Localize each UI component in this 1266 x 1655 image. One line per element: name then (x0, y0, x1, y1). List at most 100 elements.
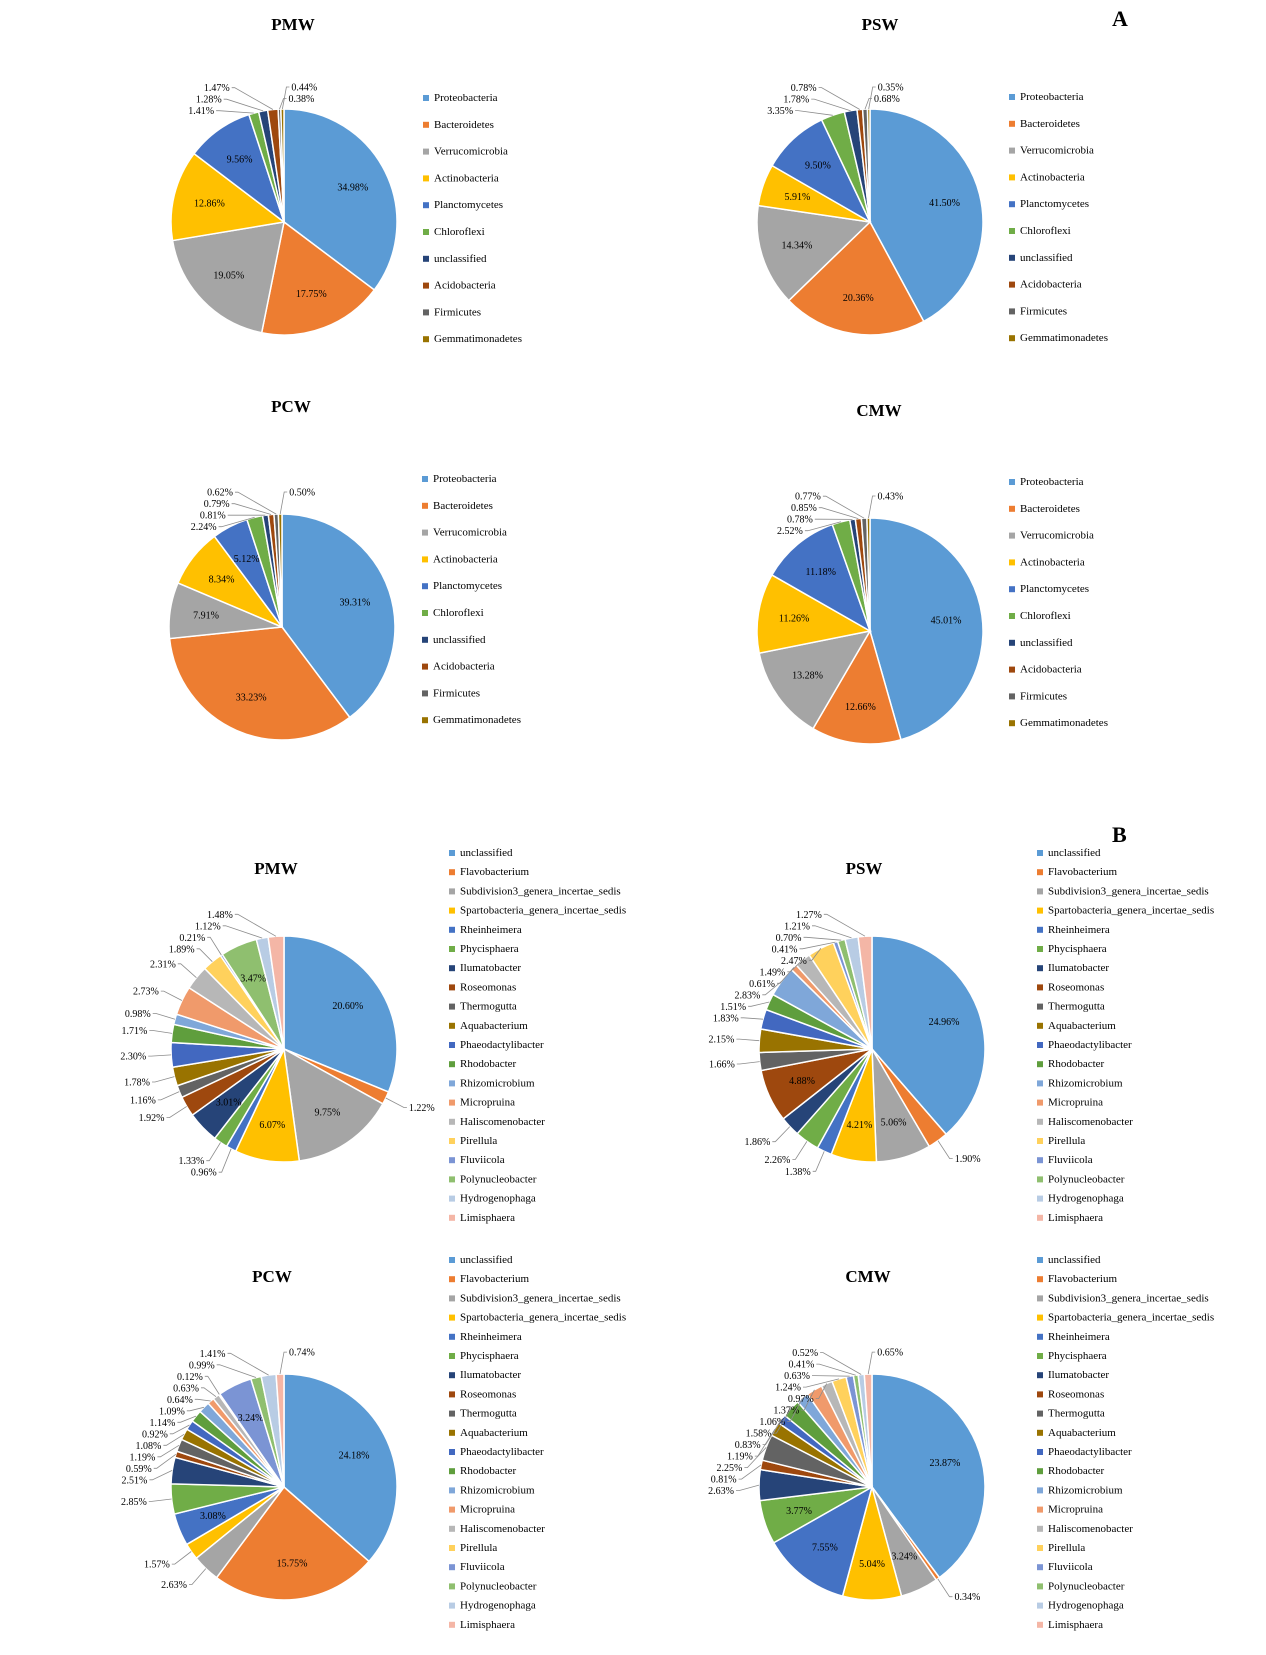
legend-entry: Gemmatimonadetes (434, 333, 522, 345)
legend-swatch (1037, 1061, 1043, 1068)
data-label: 2.31% (150, 959, 176, 970)
legend-swatch (449, 1214, 455, 1221)
data-label: 0.78% (787, 515, 813, 526)
leader-line (218, 1148, 232, 1173)
data-label: 0.35% (878, 83, 904, 94)
legend-entry: Fluviicola (1048, 1561, 1093, 1573)
legend-swatch (449, 1157, 455, 1164)
legend-swatch (1037, 1295, 1043, 1302)
legend-entry: Thermogutta (460, 1001, 517, 1013)
legend-entry: Firmicutes (434, 306, 481, 318)
legend-entry: Limisphaera (1048, 1212, 1103, 1224)
leader-line (216, 1364, 257, 1378)
legend-swatch (1009, 532, 1015, 539)
legend-entry: Acidobacteria (434, 280, 496, 292)
legend-entry: Phaeodactylibacter (460, 1039, 544, 1051)
legend-entry: Roseomonas (1048, 1388, 1104, 1400)
data-label: 0.59% (126, 1464, 152, 1475)
legend-swatch (1037, 1506, 1043, 1513)
data-label: 5.06% (881, 1118, 907, 1129)
legend-swatch (449, 1583, 455, 1590)
legend-entry: Rhodobacter (460, 1465, 517, 1477)
legend-entry: Acidobacteria (1020, 279, 1082, 291)
legend-swatch (1009, 666, 1015, 673)
data-label: 1.16% (130, 1095, 156, 1106)
leader-line (744, 1447, 767, 1468)
legend-entry: Rhizomicrobium (1048, 1484, 1123, 1496)
data-label: 9.56% (227, 154, 253, 165)
leader-line (234, 913, 277, 937)
leader-line (169, 1424, 190, 1435)
legend-swatch (449, 1295, 455, 1302)
data-label: 0.64% (167, 1395, 193, 1406)
data-label: 0.68% (874, 94, 900, 105)
legend-entry: Chloroflexi (1020, 225, 1071, 237)
leader-line (231, 503, 272, 515)
pie-slice (260, 220, 376, 336)
chart-title: PCW (252, 1267, 292, 1286)
legend-entry: Hydrogenophaga (460, 1600, 536, 1612)
data-label: 3.24% (238, 1413, 264, 1424)
data-label: 0.97% (788, 1394, 814, 1405)
legend-entry: Roseomonas (1048, 981, 1104, 993)
legend-swatch (1037, 1583, 1043, 1590)
leader-line (166, 1106, 187, 1118)
legend-entry: Polynucleobacter (1048, 1173, 1125, 1185)
legend-entry: Phycisphaera (460, 1350, 519, 1362)
data-label: 2.15% (709, 1035, 735, 1046)
data-label: 1.21% (784, 921, 810, 932)
legend-swatch (422, 556, 428, 563)
leader-line (787, 1397, 803, 1422)
leader-line (148, 1498, 172, 1502)
leader-line (777, 967, 795, 984)
legend: Proteobacteria Bacteroidetes Verrucomicrob… (422, 473, 521, 726)
data-label: 34.98% (337, 183, 368, 194)
data-label: 1.41% (200, 1349, 226, 1360)
legend-entry: Verrucomicrobia (433, 527, 507, 539)
data-label: 2.26% (765, 1155, 791, 1166)
data-label: 1.41% (188, 106, 214, 117)
legend-swatch (1009, 613, 1015, 619)
legend-swatch (1009, 505, 1015, 512)
legend-entry: Phycisphaera (460, 943, 519, 955)
pie-slice (168, 626, 351, 741)
pie-chart-b-psw: PSW24.96%5.06%4.21%4.88%1.27%1.21%0.70%0… (709, 847, 1215, 1224)
pie-chart-a-pcw: PCW 39.31% 33.23% 7.91% 8.34% 5.12% 0.62%0.79%… (168, 397, 521, 741)
legend-entry: Ilumatobacter (460, 962, 521, 974)
legend-entry: Haliscomenobacter (1048, 1116, 1133, 1128)
legend-entry: Thermogutta (460, 1408, 517, 1420)
data-label: 24.96% (929, 1017, 960, 1028)
legend-entry: Proteobacteria (433, 473, 497, 485)
data-label: 1.57% (144, 1560, 170, 1571)
pie-slice (866, 517, 871, 632)
leader-line (864, 98, 872, 110)
legend-entry: Polynucleobacter (460, 1173, 537, 1185)
legend-entry: Subdivision3_genera_incertae_sedis (460, 1292, 621, 1304)
data-label: 20.36% (843, 293, 874, 304)
leader-line (736, 1038, 760, 1042)
leader-line (218, 516, 255, 528)
pie-chart-a-psw: PSW 41.50% 20.36% 14.34% 5.91% 9.50% 0.78%1.78… (756, 15, 1108, 344)
legend-swatch (449, 1138, 455, 1144)
data-label: 0.79% (204, 499, 230, 510)
data-label: 1.24% (775, 1383, 801, 1394)
leader-line (818, 87, 860, 110)
data-label: 0.81% (200, 511, 226, 522)
legend-entry: Rhodobacter (1048, 1465, 1105, 1477)
legend-swatch (449, 984, 455, 991)
leader-line (808, 947, 822, 961)
data-label: 17.75% (296, 289, 327, 300)
data-label: 1.19% (727, 1452, 753, 1463)
legend-swatch (1009, 281, 1015, 288)
data-label: 13.28% (792, 671, 823, 682)
data-label: 1.27% (796, 910, 822, 921)
pie-chart-b-pcw: PCW 24.18% 15.75% 3.08% 3.24% 1.41%0.99%0.12%… (121, 1254, 626, 1631)
legend-swatch (449, 869, 455, 876)
legend: unclassified Flavobacterium Subdivision3_g… (449, 1254, 626, 1631)
data-label: 2.63% (708, 1486, 734, 1497)
pie-slice (756, 573, 873, 655)
data-label: 3.24% (891, 1552, 917, 1563)
data-label: 0.96% (191, 1168, 217, 1179)
data-label: 1.38% (785, 1167, 811, 1178)
data-label: 7.55% (812, 1543, 838, 1554)
